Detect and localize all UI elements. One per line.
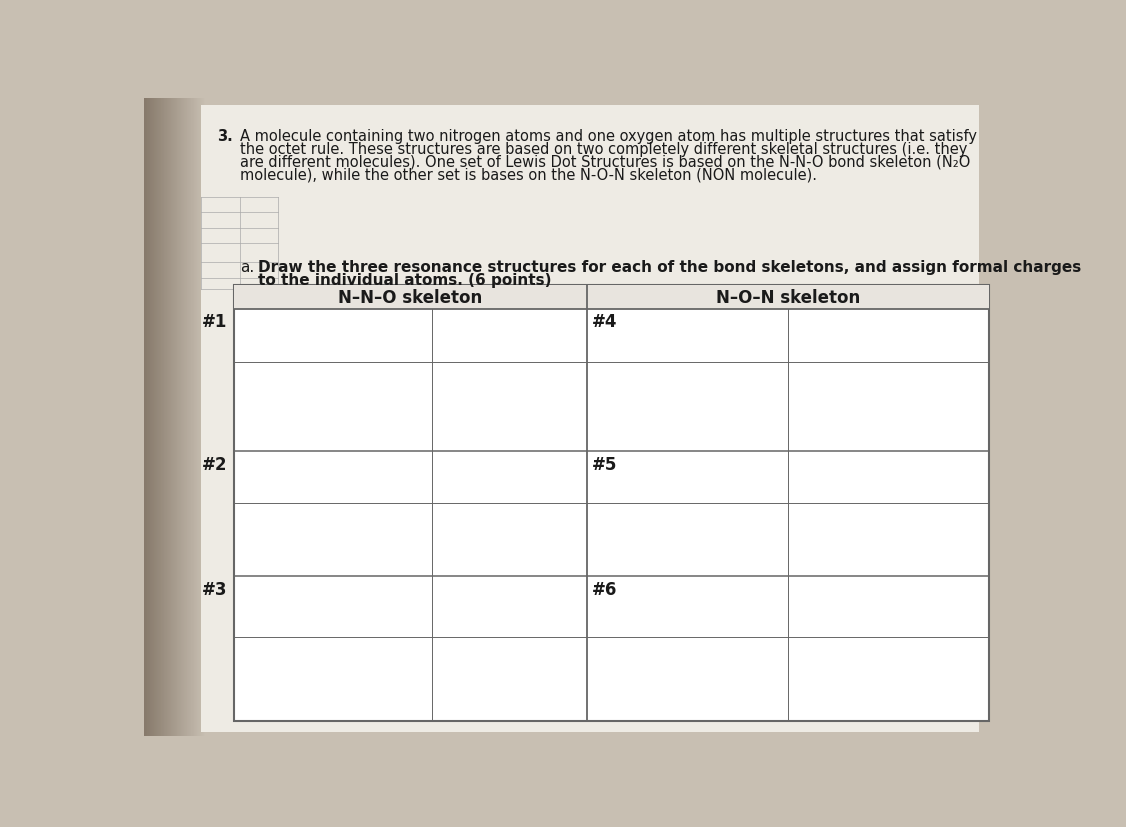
Text: #5: #5 — [592, 455, 617, 473]
Bar — [202, 105, 978, 732]
Text: 3.: 3. — [216, 128, 232, 143]
Text: N–O–N skeleton: N–O–N skeleton — [716, 289, 860, 307]
Text: the octet rule. These structures are based on two completely different skeletal : the octet rule. These structures are bas… — [240, 141, 967, 156]
Text: Draw the three resonance structures for each of the bond skeletons, and assign f: Draw the three resonance structures for … — [258, 259, 1081, 275]
Bar — [234, 286, 587, 309]
Bar — [234, 286, 989, 720]
Text: N–N–O skeleton: N–N–O skeleton — [339, 289, 483, 307]
Text: molecule), while the other set is bases on the N-O-N skeleton (NON molecule).: molecule), while the other set is bases … — [240, 168, 816, 183]
Text: a.: a. — [240, 259, 254, 275]
Text: #6: #6 — [592, 581, 617, 599]
Text: A molecule containing two nitrogen atoms and one oxygen atom has multiple struct: A molecule containing two nitrogen atoms… — [240, 128, 977, 143]
Bar — [587, 286, 989, 309]
Text: #2: #2 — [202, 455, 227, 473]
Text: #4: #4 — [592, 313, 618, 331]
Text: #1: #1 — [203, 313, 227, 331]
Text: are different molecules). One set of Lewis Dot Structures is based on the N-N-O : are different molecules). One set of Lew… — [240, 155, 971, 170]
Text: to the individual atoms. (6 points): to the individual atoms. (6 points) — [258, 273, 551, 288]
Text: #3: #3 — [202, 581, 227, 599]
